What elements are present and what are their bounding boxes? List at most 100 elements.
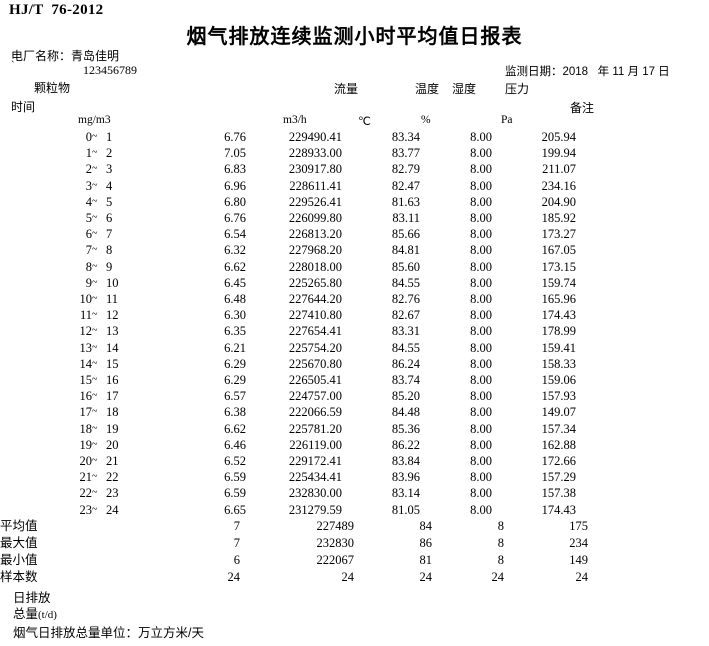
cell-flow: 225434.41 [288,470,342,485]
cell-range-tilde: ~ [92,390,98,402]
cell-hour-end: 18 [106,405,119,420]
cell-hour-start: 9 [85,275,92,290]
cell-hour-start: 5 [85,211,92,226]
summary-temperature: 24 [419,570,433,584]
cell-pressure: 173.15 [541,259,576,274]
cell-flow: 228018.00 [288,259,342,274]
cell-particulate: 6.21 [224,340,246,355]
summary-row: 平均值 7 227489 84 8 175 [0,518,709,535]
summary-humidity: 24 [491,570,505,584]
cell-hour-end: 21 [106,454,119,469]
cell-pressure: 167.05 [541,243,576,258]
cell-pressure: 159.41 [541,340,576,355]
summary-label: 最小值 [0,553,38,567]
table-row: 16 ~17 6.57 224757.00 85.20 8.00 157.93 [0,388,709,404]
cell-hour-end: 5 [106,194,113,209]
cell-flow: 227968.20 [288,243,342,258]
summary-remark [588,535,709,552]
cell-particulate: 6.80 [224,194,246,209]
page-title: 烟气排放连续监测小时平均值日报表 [186,26,523,48]
cell-humidity: 8.00 [470,275,492,290]
cell-range-tilde: ~ [92,471,98,483]
cell-pressure: 199.94 [541,146,576,161]
summary-remark [588,552,709,569]
cell-particulate: 6.46 [224,437,246,452]
cell-hour-start: 12 [79,324,93,339]
table-row: 4 ~5 6.80 229526.41 81.63 8.00 204.90 [0,194,709,210]
table-row: 22 ~23 6.59 232830.00 83.14 8.00 157.38 [0,485,709,501]
table-row: 9 ~10 6.45 225265.80 84.55 8.00 159.74 [0,275,709,291]
summary-particulate: 7 [233,536,240,550]
cell-flow: 226119.00 [289,437,342,452]
cell-temperature: 82.76 [391,292,420,307]
cell-range-tilde: ~ [92,163,98,175]
cell-hour-end: 24 [106,502,119,517]
cell-humidity: 8.00 [470,211,492,226]
cell-pressure: 178.99 [541,324,576,339]
cell-flow: 231279.59 [288,502,342,517]
tick-mark: ` [11,60,15,72]
cell-range-tilde: ~ [92,503,98,515]
table-row: 3 ~4 6.96 228611.41 82.47 8.00 234.16 [0,178,709,194]
cell-remark [576,388,709,404]
cell-humidity: 8.00 [470,324,492,339]
cell-hour-end: 9 [106,259,113,274]
cell-temperature: 83.11 [392,211,420,226]
daily-emission-label: 日排放 [13,591,51,605]
cell-remark [576,194,709,210]
cell-hour-end: 16 [106,373,119,388]
table-row: 6 ~7 6.54 226813.20 85.66 8.00 173.27 [0,226,709,242]
total-unit-text: (t/d) [38,609,57,621]
cell-hour-start: 0 [85,130,92,144]
cell-flow: 229172.41 [288,454,342,469]
cell-pressure: 159.74 [541,275,576,290]
cell-temperature: 83.34 [391,130,420,144]
cell-humidity: 8.00 [470,373,492,388]
column-header-particulate: 颗粒物 [34,81,71,95]
cell-flow: 227654.41 [288,324,342,339]
cell-hour-end: 20 [106,437,119,452]
cell-flow: 226099.80 [288,211,342,226]
cell-hour-start: 11 [79,308,92,323]
cell-pressure: 205.94 [541,130,576,144]
summary-particulate: 7 [233,519,240,533]
cell-temperature: 82.67 [391,308,420,323]
cell-particulate: 6.29 [224,356,246,371]
cell-particulate: 6.96 [224,178,246,193]
cell-humidity: 8.00 [470,194,492,209]
cell-hour-end: 11 [106,292,119,307]
cell-particulate: 6.76 [224,130,246,144]
cell-remark [576,307,709,323]
cell-hour-end: 8 [106,243,113,258]
cell-range-tilde: ~ [92,147,98,159]
cell-remark [576,145,709,161]
cell-flow: 225754.20 [288,340,342,355]
table-row: 10 ~11 6.48 227644.20 82.76 8.00 165.96 [0,291,709,307]
summary-pressure: 175 [569,519,588,533]
cell-hour-end: 19 [106,421,119,436]
cell-pressure: 185.92 [541,211,576,226]
cell-range-tilde: ~ [92,357,98,369]
cell-pressure: 149.07 [541,405,576,420]
unit-pressure: Pa [501,114,513,126]
table-row: 2 ~3 6.83 230917.80 82.79 8.00 211.07 [0,161,709,177]
cell-temperature: 85.20 [391,389,420,404]
cell-particulate: 6.57 [224,389,246,404]
cell-pressure: 234.16 [541,178,576,193]
cell-remark [576,291,709,307]
cell-remark [576,323,709,339]
cell-pressure: 157.93 [541,389,576,404]
cell-hour-start: 19 [79,437,93,452]
cell-particulate: 6.83 [224,162,246,177]
cell-flow: 225781.20 [288,421,342,436]
table-row: 19 ~20 6.46 226119.00 86.22 8.00 162.88 [0,437,709,453]
summary-remark [588,569,709,586]
cell-humidity: 8.00 [470,454,492,469]
cell-flow: 232830.00 [288,486,342,501]
cell-remark [576,502,709,518]
cell-range-tilde: ~ [92,422,98,434]
cell-range-tilde: ~ [92,260,98,272]
cell-pressure: 158.33 [541,356,576,371]
cell-hour-end: 7 [106,227,113,242]
